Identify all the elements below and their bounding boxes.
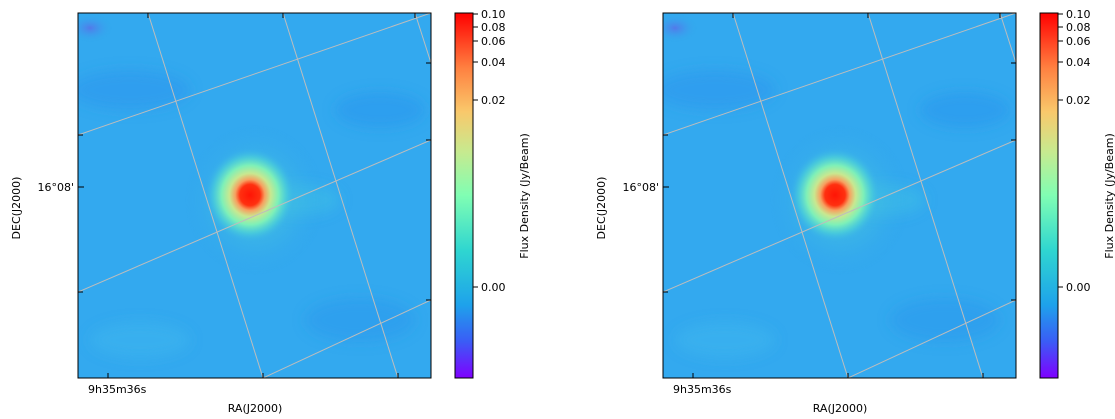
sky-image bbox=[662, 12, 1017, 379]
colorbar-tick-label: 0.02 bbox=[1066, 94, 1091, 107]
colorbar-tick-label: 0.04 bbox=[1066, 56, 1091, 69]
colorbar: 0.10 0.08 0.06 0.04 0.02 0.00 Flux Densi… bbox=[1039, 8, 1115, 379]
coordinate-grid bbox=[663, 13, 1016, 378]
colorbar-tick-label: 0.00 bbox=[481, 281, 506, 294]
y-axis-label: DEC(J2000) bbox=[10, 177, 23, 240]
x-axis-label: RA(J2000) bbox=[228, 402, 283, 415]
axis-ticks bbox=[78, 13, 431, 378]
colorbar-tick-label: 0.10 bbox=[1066, 8, 1091, 21]
x-axis-label: RA(J2000) bbox=[813, 402, 868, 415]
colorbar-tick-label: 0.08 bbox=[481, 21, 506, 34]
ra-tick-label: 9h35m36s bbox=[673, 383, 732, 396]
dec-tick-label: 16°08' bbox=[622, 181, 659, 194]
colorbar-tick-label: 0.06 bbox=[1066, 35, 1091, 48]
panel-right: 9h35m36s 16°08' RA(J2000) DEC(J2000) 0.1… bbox=[595, 8, 1115, 415]
colorbar-tick-label: 0.06 bbox=[481, 35, 506, 48]
colorbar: 0.10 0.08 0.06 0.04 0.02 0.00 Flux Densi… bbox=[454, 8, 531, 379]
coordinate-grid bbox=[78, 13, 431, 378]
colorbar-tick-label: 0.00 bbox=[1066, 281, 1091, 294]
ra-tick-label: 9h35m36s bbox=[88, 383, 147, 396]
colorbar-tick-label: 0.10 bbox=[481, 8, 506, 21]
colorbar-ticks bbox=[1058, 13, 1063, 288]
panel-left: 9h35m36s 16°08' RA(J2000) DEC(J2000) 0.1… bbox=[10, 8, 531, 415]
axis-ticks bbox=[663, 13, 1016, 378]
dec-tick-label: 16°08' bbox=[37, 181, 74, 194]
colorbar-label: Flux Density (Jy/Beam) bbox=[518, 133, 531, 259]
colorbar-tick-label: 0.08 bbox=[1066, 21, 1091, 34]
colorbar-label: Flux Density (Jy/Beam) bbox=[1103, 133, 1115, 259]
y-axis-label: DEC(J2000) bbox=[595, 177, 608, 240]
colorbar-ticks bbox=[473, 13, 478, 288]
colorbar-tick-label: 0.02 bbox=[481, 94, 506, 107]
sky-image bbox=[77, 12, 432, 379]
colorbar-tick-label: 0.04 bbox=[481, 56, 506, 69]
